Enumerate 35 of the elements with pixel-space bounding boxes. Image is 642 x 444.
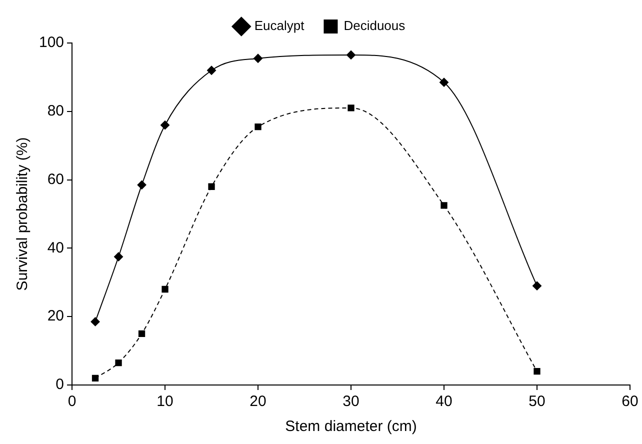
x-tick-label: 10 bbox=[156, 393, 174, 410]
x-tick-label: 40 bbox=[436, 393, 452, 410]
y-tick-label: 60 bbox=[47, 170, 64, 188]
point bbox=[208, 183, 215, 190]
y-tick-label: 20 bbox=[47, 308, 64, 325]
point bbox=[207, 66, 216, 75]
point bbox=[254, 123, 262, 130]
point bbox=[114, 252, 124, 262]
point bbox=[160, 120, 170, 130]
point bbox=[346, 50, 356, 60]
legend-label: Deciduous bbox=[344, 18, 406, 34]
x-tick-label: 0 bbox=[68, 393, 76, 410]
point bbox=[115, 359, 122, 366]
point bbox=[440, 202, 448, 209]
x-tick-label: 50 bbox=[528, 393, 546, 410]
point bbox=[348, 104, 354, 112]
y-tick-label: 0 bbox=[56, 376, 64, 394]
point bbox=[137, 180, 146, 190]
point bbox=[440, 78, 449, 87]
point bbox=[138, 330, 146, 338]
x-tick-label: 60 bbox=[622, 393, 638, 410]
point bbox=[254, 54, 263, 63]
point bbox=[92, 374, 99, 382]
x-tick-label: 30 bbox=[342, 393, 360, 410]
y-tick-label: 40 bbox=[47, 239, 64, 256]
y-tick-label: 80 bbox=[47, 102, 64, 120]
x-tick-label: 20 bbox=[250, 393, 266, 410]
legend-label: Eucalypt bbox=[254, 18, 305, 34]
point bbox=[532, 281, 542, 290]
y-axis-title: Survival probability (%) bbox=[14, 137, 32, 291]
point bbox=[90, 317, 100, 326]
point bbox=[534, 368, 540, 375]
point bbox=[162, 286, 168, 293]
x-axis-title: Stem diameter (cm) bbox=[285, 418, 417, 436]
y-tick-label: 100 bbox=[38, 34, 64, 52]
